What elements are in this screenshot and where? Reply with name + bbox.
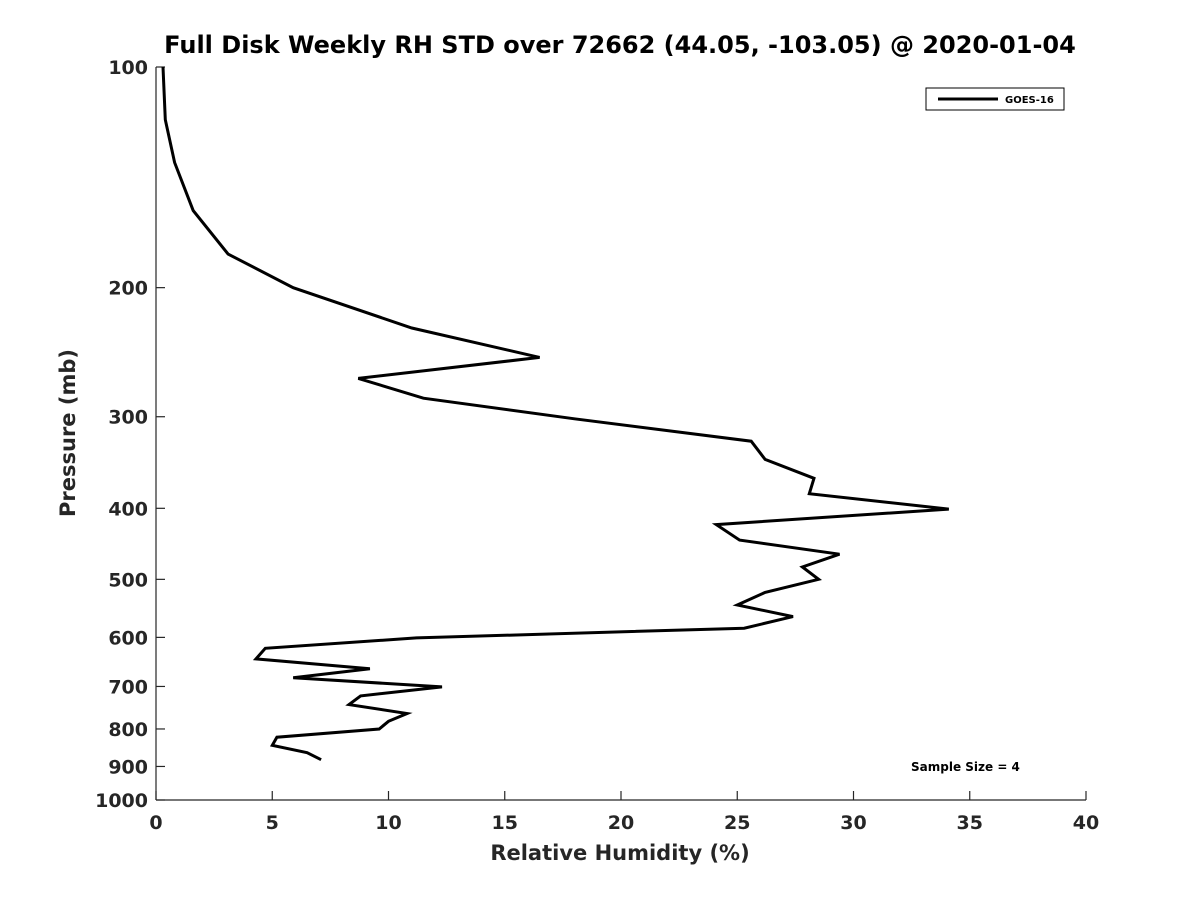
x-axis-ticks: 0 5 10 15 20 25 30 35 40	[149, 791, 1099, 834]
plot-area	[156, 67, 1086, 800]
x-tick-label: 25	[724, 812, 750, 834]
x-tick-label: 10	[375, 812, 401, 834]
y-tick-label: 600	[108, 627, 148, 649]
y-tick-label: 800	[108, 719, 148, 741]
x-tick-label: 0	[149, 812, 162, 834]
y-tick-label: 900	[108, 756, 148, 778]
x-tick-label: 30	[840, 812, 866, 834]
y-tick-label: 100	[108, 57, 148, 79]
x-tick-label: 40	[1073, 812, 1099, 834]
y-tick-label: 200	[108, 278, 148, 300]
legend: GOES-16	[925, 87, 1065, 111]
y-tick-label: 400	[108, 498, 148, 520]
chart-title: Full Disk Weekly RH STD over 72662 (44.0…	[164, 31, 1076, 59]
x-tick-label: 35	[957, 812, 983, 834]
y-tick-label: 1000	[95, 790, 148, 812]
x-tick-label: 15	[492, 812, 518, 834]
series-line-goes-16	[161, 66, 949, 762]
x-tick-label: 20	[608, 812, 634, 834]
y-axis-ticks: 100 200 300 400 500 600 700 800 900 1000	[95, 57, 165, 812]
y-tick-label: 500	[108, 569, 148, 591]
y-tick-label: 300	[108, 407, 148, 429]
sample-size-annotation: Sample Size = 4	[911, 760, 1020, 774]
legend-label-goes-16: GOES-16	[1005, 95, 1054, 106]
y-axis-label: Pressure (mb)	[56, 349, 80, 517]
y-tick-label: 700	[108, 676, 148, 698]
x-tick-label: 5	[266, 812, 279, 834]
x-axis-label: Relative Humidity (%)	[490, 841, 749, 865]
series-layer	[161, 66, 949, 762]
